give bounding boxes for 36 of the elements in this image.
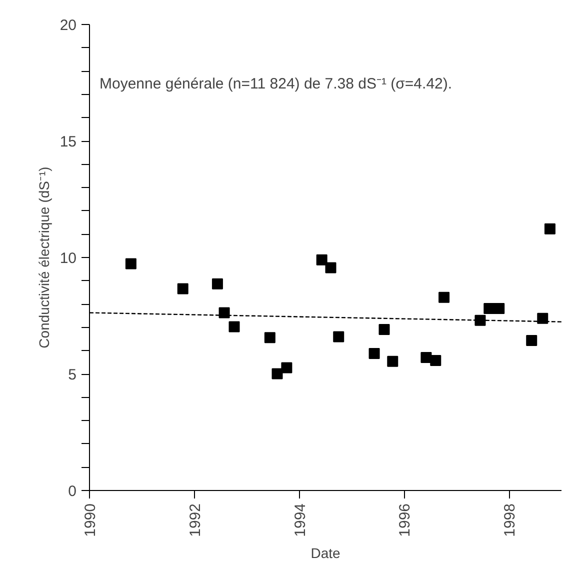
x-tick-label: 1996 — [396, 503, 414, 537]
point — [494, 303, 505, 314]
point — [537, 312, 548, 324]
point — [333, 331, 344, 342]
point — [272, 368, 283, 380]
x-tick-label: 1992 — [186, 503, 204, 537]
point — [387, 356, 398, 367]
point — [325, 262, 336, 274]
point — [378, 324, 390, 335]
point — [212, 278, 223, 290]
point — [474, 314, 486, 326]
x-tick-label: 1998 — [502, 503, 519, 537]
annotation: Moyenne générale (n=11 824) de 7.38 dS⁻¹ (σ=4.42). — [100, 76, 452, 92]
point — [281, 362, 292, 374]
y-tick-label: 20 — [60, 17, 77, 34]
point — [316, 254, 328, 266]
x-axis-title: Date — [310, 544, 340, 561]
point — [125, 258, 136, 270]
y-tick-label: 5 — [68, 366, 76, 384]
point — [430, 354, 442, 366]
point — [368, 348, 380, 359]
point — [218, 307, 230, 318]
x-tick-label: 1990 — [82, 503, 99, 537]
y-tick-label: 15 — [60, 134, 77, 150]
y-axis-title: Conductivité électrique (dS⁻¹) — [36, 166, 52, 348]
point — [438, 292, 450, 303]
point — [526, 334, 538, 346]
x-tick-label: 1994 — [292, 503, 309, 537]
point — [484, 303, 495, 314]
y-tick-label: 10 — [60, 250, 77, 267]
point — [544, 223, 556, 234]
point — [264, 332, 276, 344]
point — [420, 352, 432, 363]
point — [177, 283, 188, 294]
y-tick-label: 0 — [68, 483, 76, 500]
point — [228, 321, 240, 332]
